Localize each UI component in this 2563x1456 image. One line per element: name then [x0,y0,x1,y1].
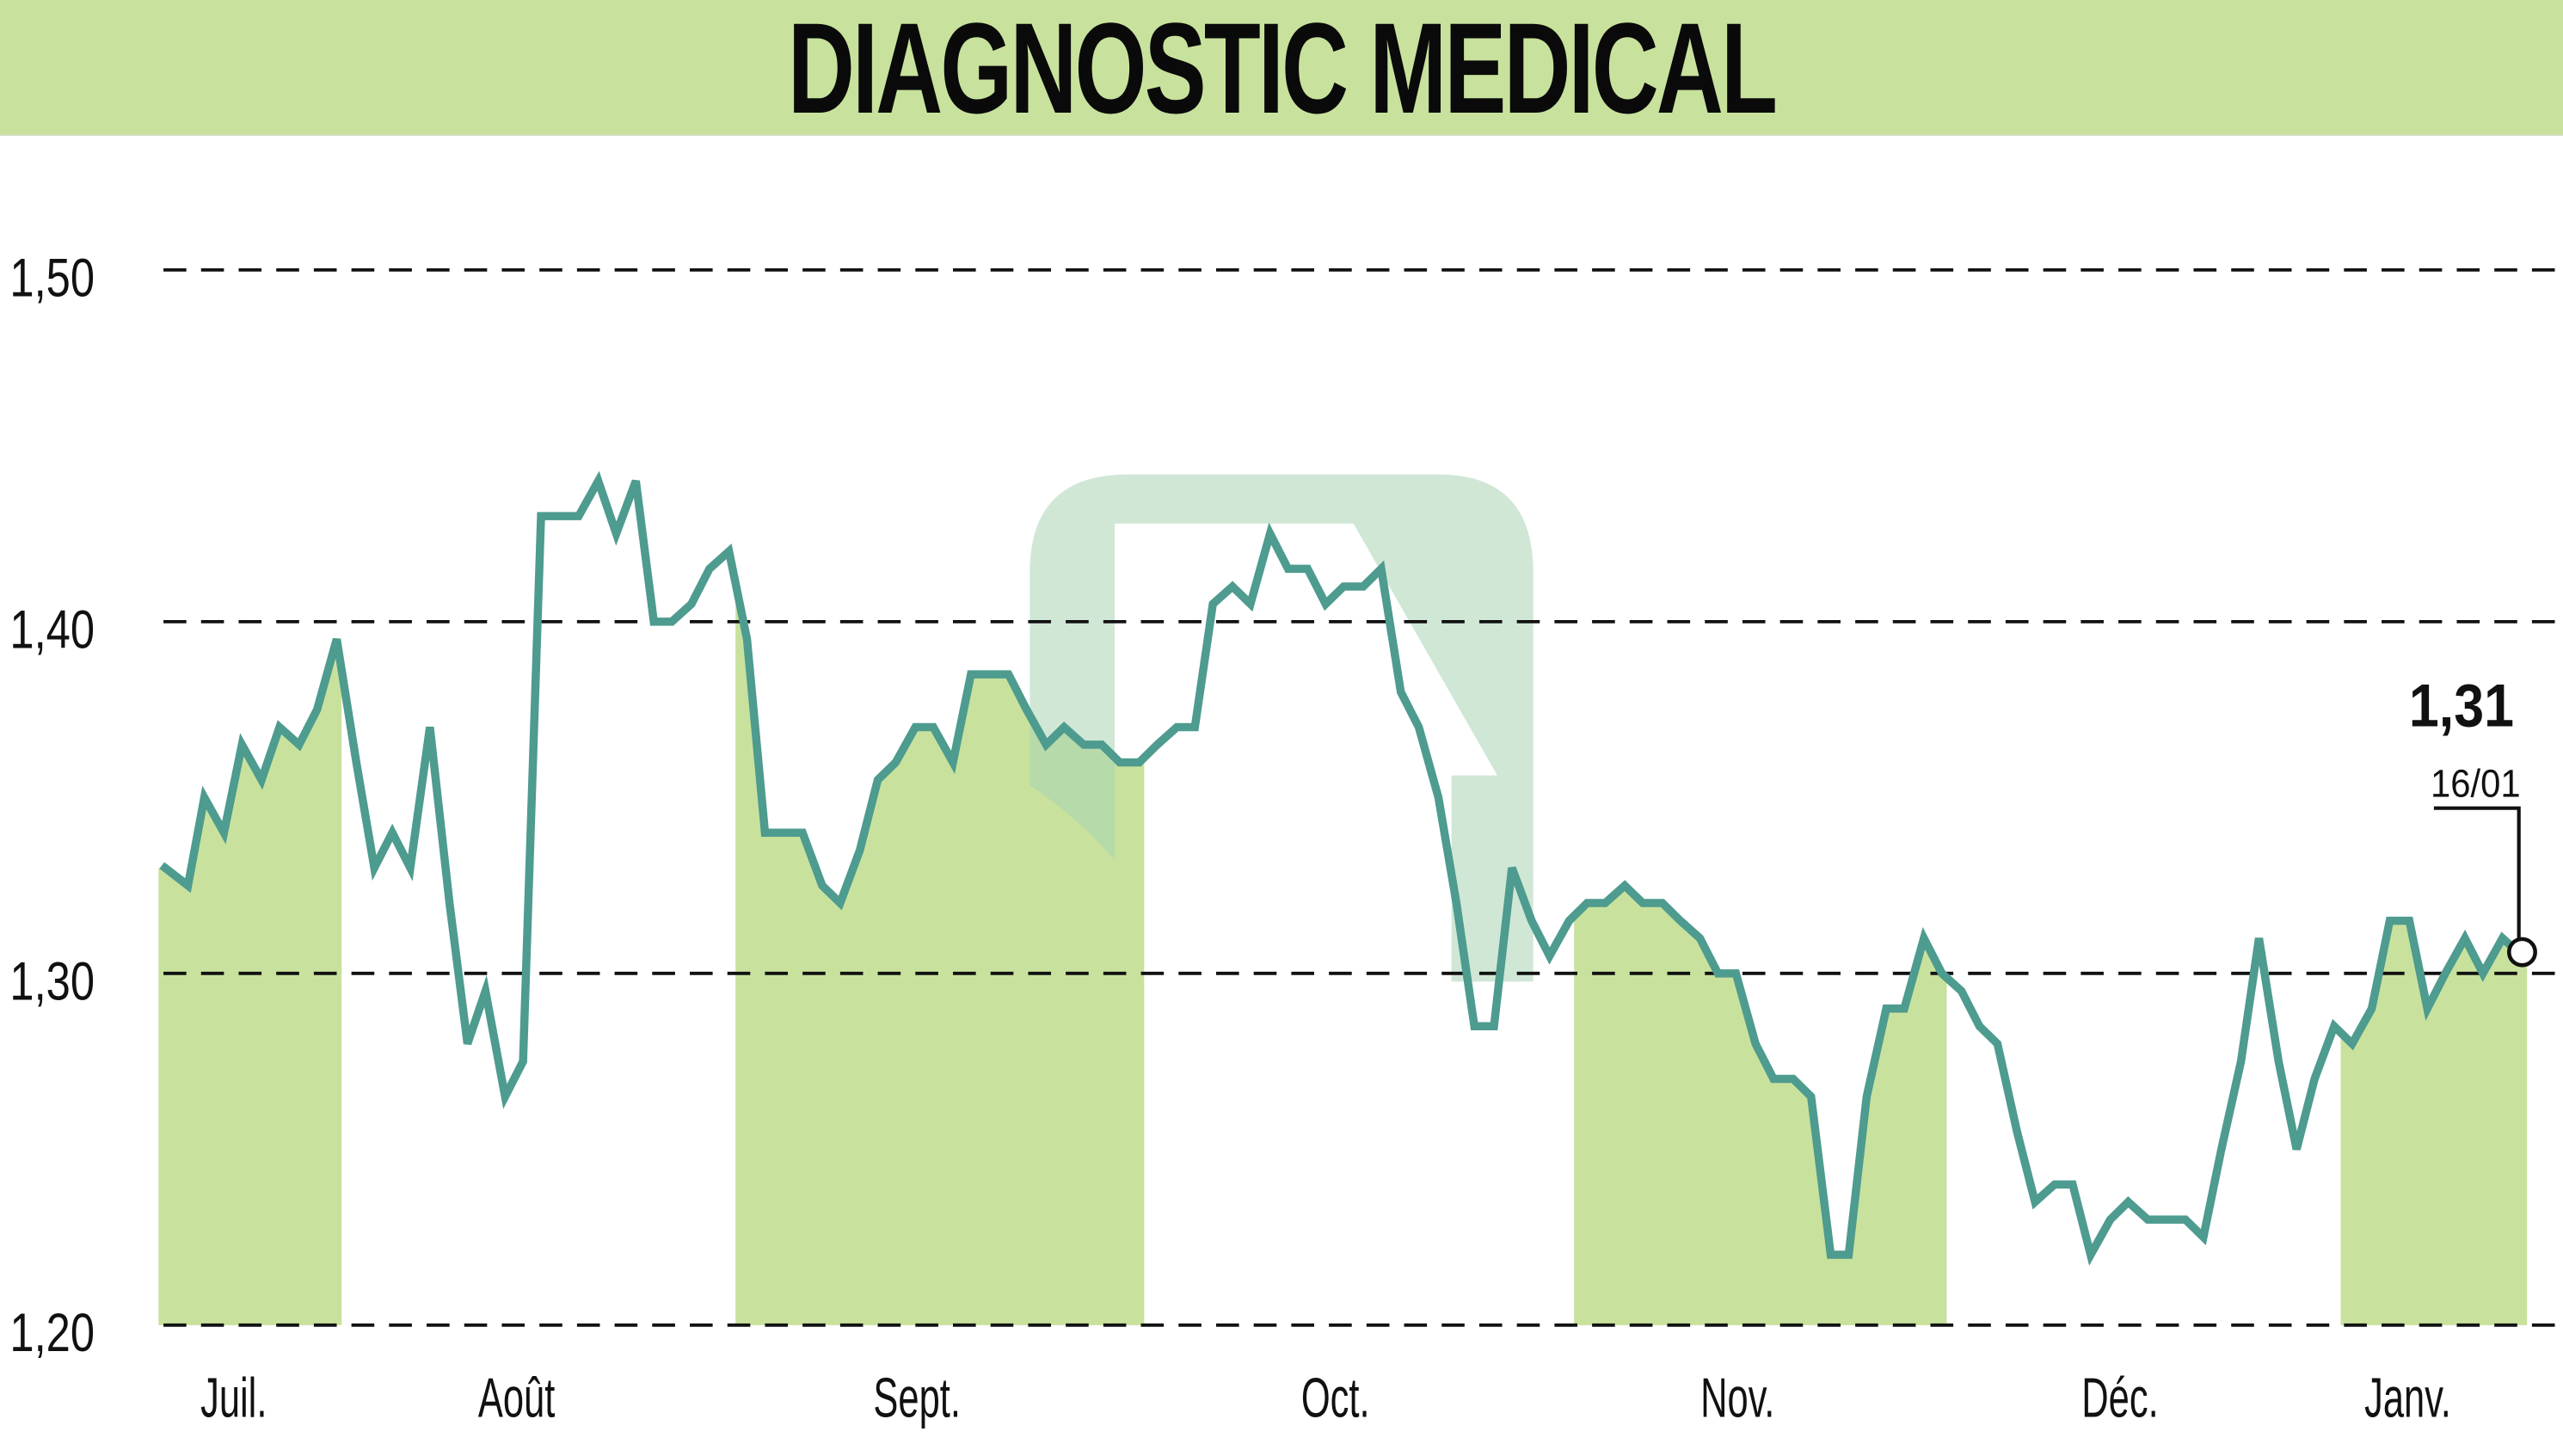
x-tick-label: Juil. [200,1366,267,1428]
gridlines [163,267,2563,1327]
month-shading-bands [158,583,2528,1325]
x-tick-label: Août [478,1366,555,1428]
x-tick-label: Oct. [1301,1366,1370,1428]
month-band [1574,885,1947,1325]
price-line [159,470,2529,1266]
chart-title: DIAGNOSTIC MEDICAL [787,0,1778,140]
y-tick-label: 1,20 [9,1303,95,1364]
y-tick-label: 1,30 [9,951,95,1012]
last-value-label: 1,31 [2409,673,2514,740]
x-tick-label: Sept. [873,1366,961,1428]
y-axis-labels: 1,50 1,40 1,30 1,20 [9,248,95,1363]
last-value-callout: 1,31 16/01 [2409,673,2537,968]
watermark-logo-icon [1030,474,1533,982]
month-band [158,639,342,1325]
last-point-marker [2507,937,2537,968]
x-tick-label: Nov. [1700,1366,1774,1428]
last-date-label: 16/01 [2431,762,2521,806]
x-tick-label: Janv. [2364,1366,2451,1428]
month-band [2340,920,2528,1325]
y-tick-label: 1,40 [9,599,95,660]
x-tick-label: Déc. [2081,1366,2158,1428]
x-axis-labels: Juil. Août Sept. Oct. Nov. Déc. Janv. [200,1366,2451,1428]
title-banner: DIAGNOSTIC MEDICAL [0,0,2563,136]
y-tick-label: 1,50 [9,248,95,309]
